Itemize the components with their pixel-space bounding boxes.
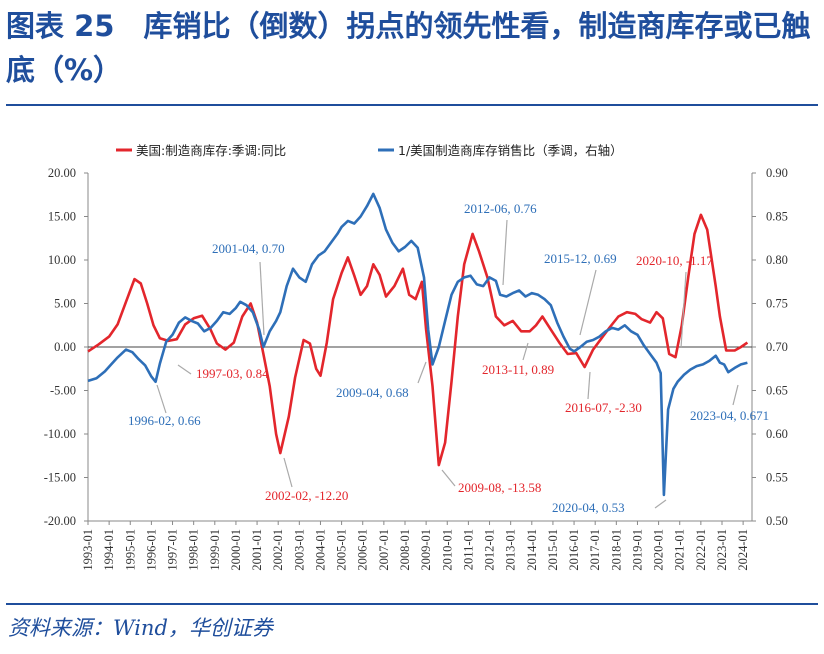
annotation-leader-line [654, 499, 667, 509]
x-tick-label: 1995-01 [123, 529, 137, 571]
x-tick-label: 2021-01 [673, 529, 687, 571]
annotation-label: 2013-11, 0.89 [482, 362, 554, 377]
page-title: 图表 25 库销比（倒数）拐点的领先性看，制造商库存或已触底（%） [6, 9, 811, 87]
annotation-label: 1996-02, 0.66 [128, 413, 201, 428]
x-tick-label: 2007-01 [377, 529, 391, 571]
right-tick-label: 0.75 [766, 297, 788, 311]
right-tick-label: 0.90 [766, 166, 788, 180]
chart: 20.00 15.00 10.00 5.00 0.00 -5.00 -10.00 -15.00… [44, 143, 788, 571]
right-tick-label: 0.70 [766, 340, 788, 354]
left-tick-label: -10.00 [44, 427, 76, 441]
x-tick-label: 2022-01 [694, 529, 708, 571]
annotation-label: 2012-06, 0.76 [464, 201, 537, 216]
right-tick-label: 0.65 [766, 384, 788, 398]
right-tick-label: 0.50 [766, 514, 788, 528]
left-tick-label: 20.00 [48, 166, 76, 180]
annotation-leader-line [177, 364, 192, 375]
top-divider [6, 104, 818, 106]
right-tick-label: 0.85 [766, 210, 788, 224]
annotation-label: 2002-02, -12.20 [265, 488, 348, 503]
x-tick-label: 2012-01 [483, 529, 497, 571]
annotation-label: 2009-08, -13.58 [458, 480, 541, 495]
annotation-leader-line [156, 384, 167, 414]
x-tick-label: 2024-01 [736, 529, 750, 571]
annotation-leader-line [283, 457, 293, 488]
source-note: 资料来源：Wind，华创证券 [8, 616, 273, 640]
x-tick-label: 1997-01 [166, 529, 180, 571]
annotation-label: 2023-04, 0.671 [690, 408, 769, 423]
x-tick-label: 2015-01 [546, 529, 560, 571]
x-tick-label: 2014-01 [525, 529, 539, 571]
left-tick-label: 15.00 [48, 210, 76, 224]
x-tick-label: 2017-01 [588, 529, 602, 571]
x-tick-label: 2023-01 [715, 529, 729, 571]
annotation-label: 2020-04, 0.53 [552, 500, 625, 515]
annotation-label: 2016-07, -2.30 [565, 400, 642, 415]
annotation-leader-line [259, 261, 265, 336]
x-tick-label: 2005-01 [335, 529, 349, 571]
annotation-leader-line [732, 384, 739, 406]
series-line-inventory-yoy [87, 213, 749, 467]
x-tick-label: 2002-01 [271, 529, 285, 571]
x-tick-label: 2011-01 [461, 529, 475, 570]
left-tick-label: -20.00 [44, 514, 76, 528]
x-tick-label: 2008-01 [398, 529, 412, 571]
x-tick-label: 2010-01 [440, 529, 454, 571]
annotation-leader-line [680, 271, 687, 349]
x-tick-label: 2001-01 [250, 529, 264, 571]
left-tick-label: -15.00 [44, 471, 76, 485]
annotation-leader-line [579, 269, 597, 336]
left-tick-label: 5.00 [54, 297, 76, 311]
annotation-label: 2020-10, -1.17 [636, 253, 713, 268]
annotation-leader-line [502, 219, 508, 286]
x-tick-label: 2013-01 [504, 529, 518, 571]
x-tick-label: 2009-01 [419, 529, 433, 571]
annotation-leader-line [587, 371, 591, 400]
x-tick-label: 2016-01 [567, 529, 581, 571]
x-tick-label: 2018-01 [609, 529, 623, 571]
x-tick-label: 1996-01 [144, 529, 158, 571]
right-tick-label: 0.80 [766, 253, 788, 267]
left-tick-label: -5.00 [50, 384, 76, 398]
x-tick-label: 2004-01 [313, 529, 327, 571]
right-tick-label: 0.55 [766, 471, 788, 485]
annotation-label: 2009-04, 0.68 [336, 385, 409, 400]
x-tick-label: 1999-01 [208, 529, 222, 571]
x-tick-label: 2019-01 [630, 529, 644, 571]
left-tick-label: 10.00 [48, 253, 76, 267]
right-tick-label: 0.60 [766, 427, 788, 441]
x-tick-label: 2020-01 [652, 529, 666, 571]
x-tick-label: 2006-01 [356, 529, 370, 571]
annotation-label: 2001-04, 0.70 [212, 241, 285, 256]
series-line-inverse-inventory-sales-ratio [87, 192, 748, 497]
annotation-label: 2015-12, 0.69 [544, 251, 617, 266]
annotation-leader-line [417, 361, 427, 384]
annotation-leader-line [441, 469, 456, 487]
annotation-label: 1997-03, 0.84 [196, 366, 269, 381]
legend-label: 美国:制造商库存:季调:同比 [136, 143, 286, 158]
x-tick-label: 2000-01 [229, 529, 243, 571]
x-tick-label: 1994-01 [102, 529, 116, 571]
left-tick-label: 0.00 [54, 340, 76, 354]
x-tick-label: 2003-01 [292, 529, 306, 571]
legend-label: 1/美国制造商库存销售比（季调，右轴） [398, 143, 623, 158]
bottom-divider [6, 603, 818, 605]
x-tick-label: 1993-01 [81, 529, 95, 571]
x-tick-label: 1998-01 [187, 529, 201, 571]
annotation-leader-line [522, 342, 529, 361]
